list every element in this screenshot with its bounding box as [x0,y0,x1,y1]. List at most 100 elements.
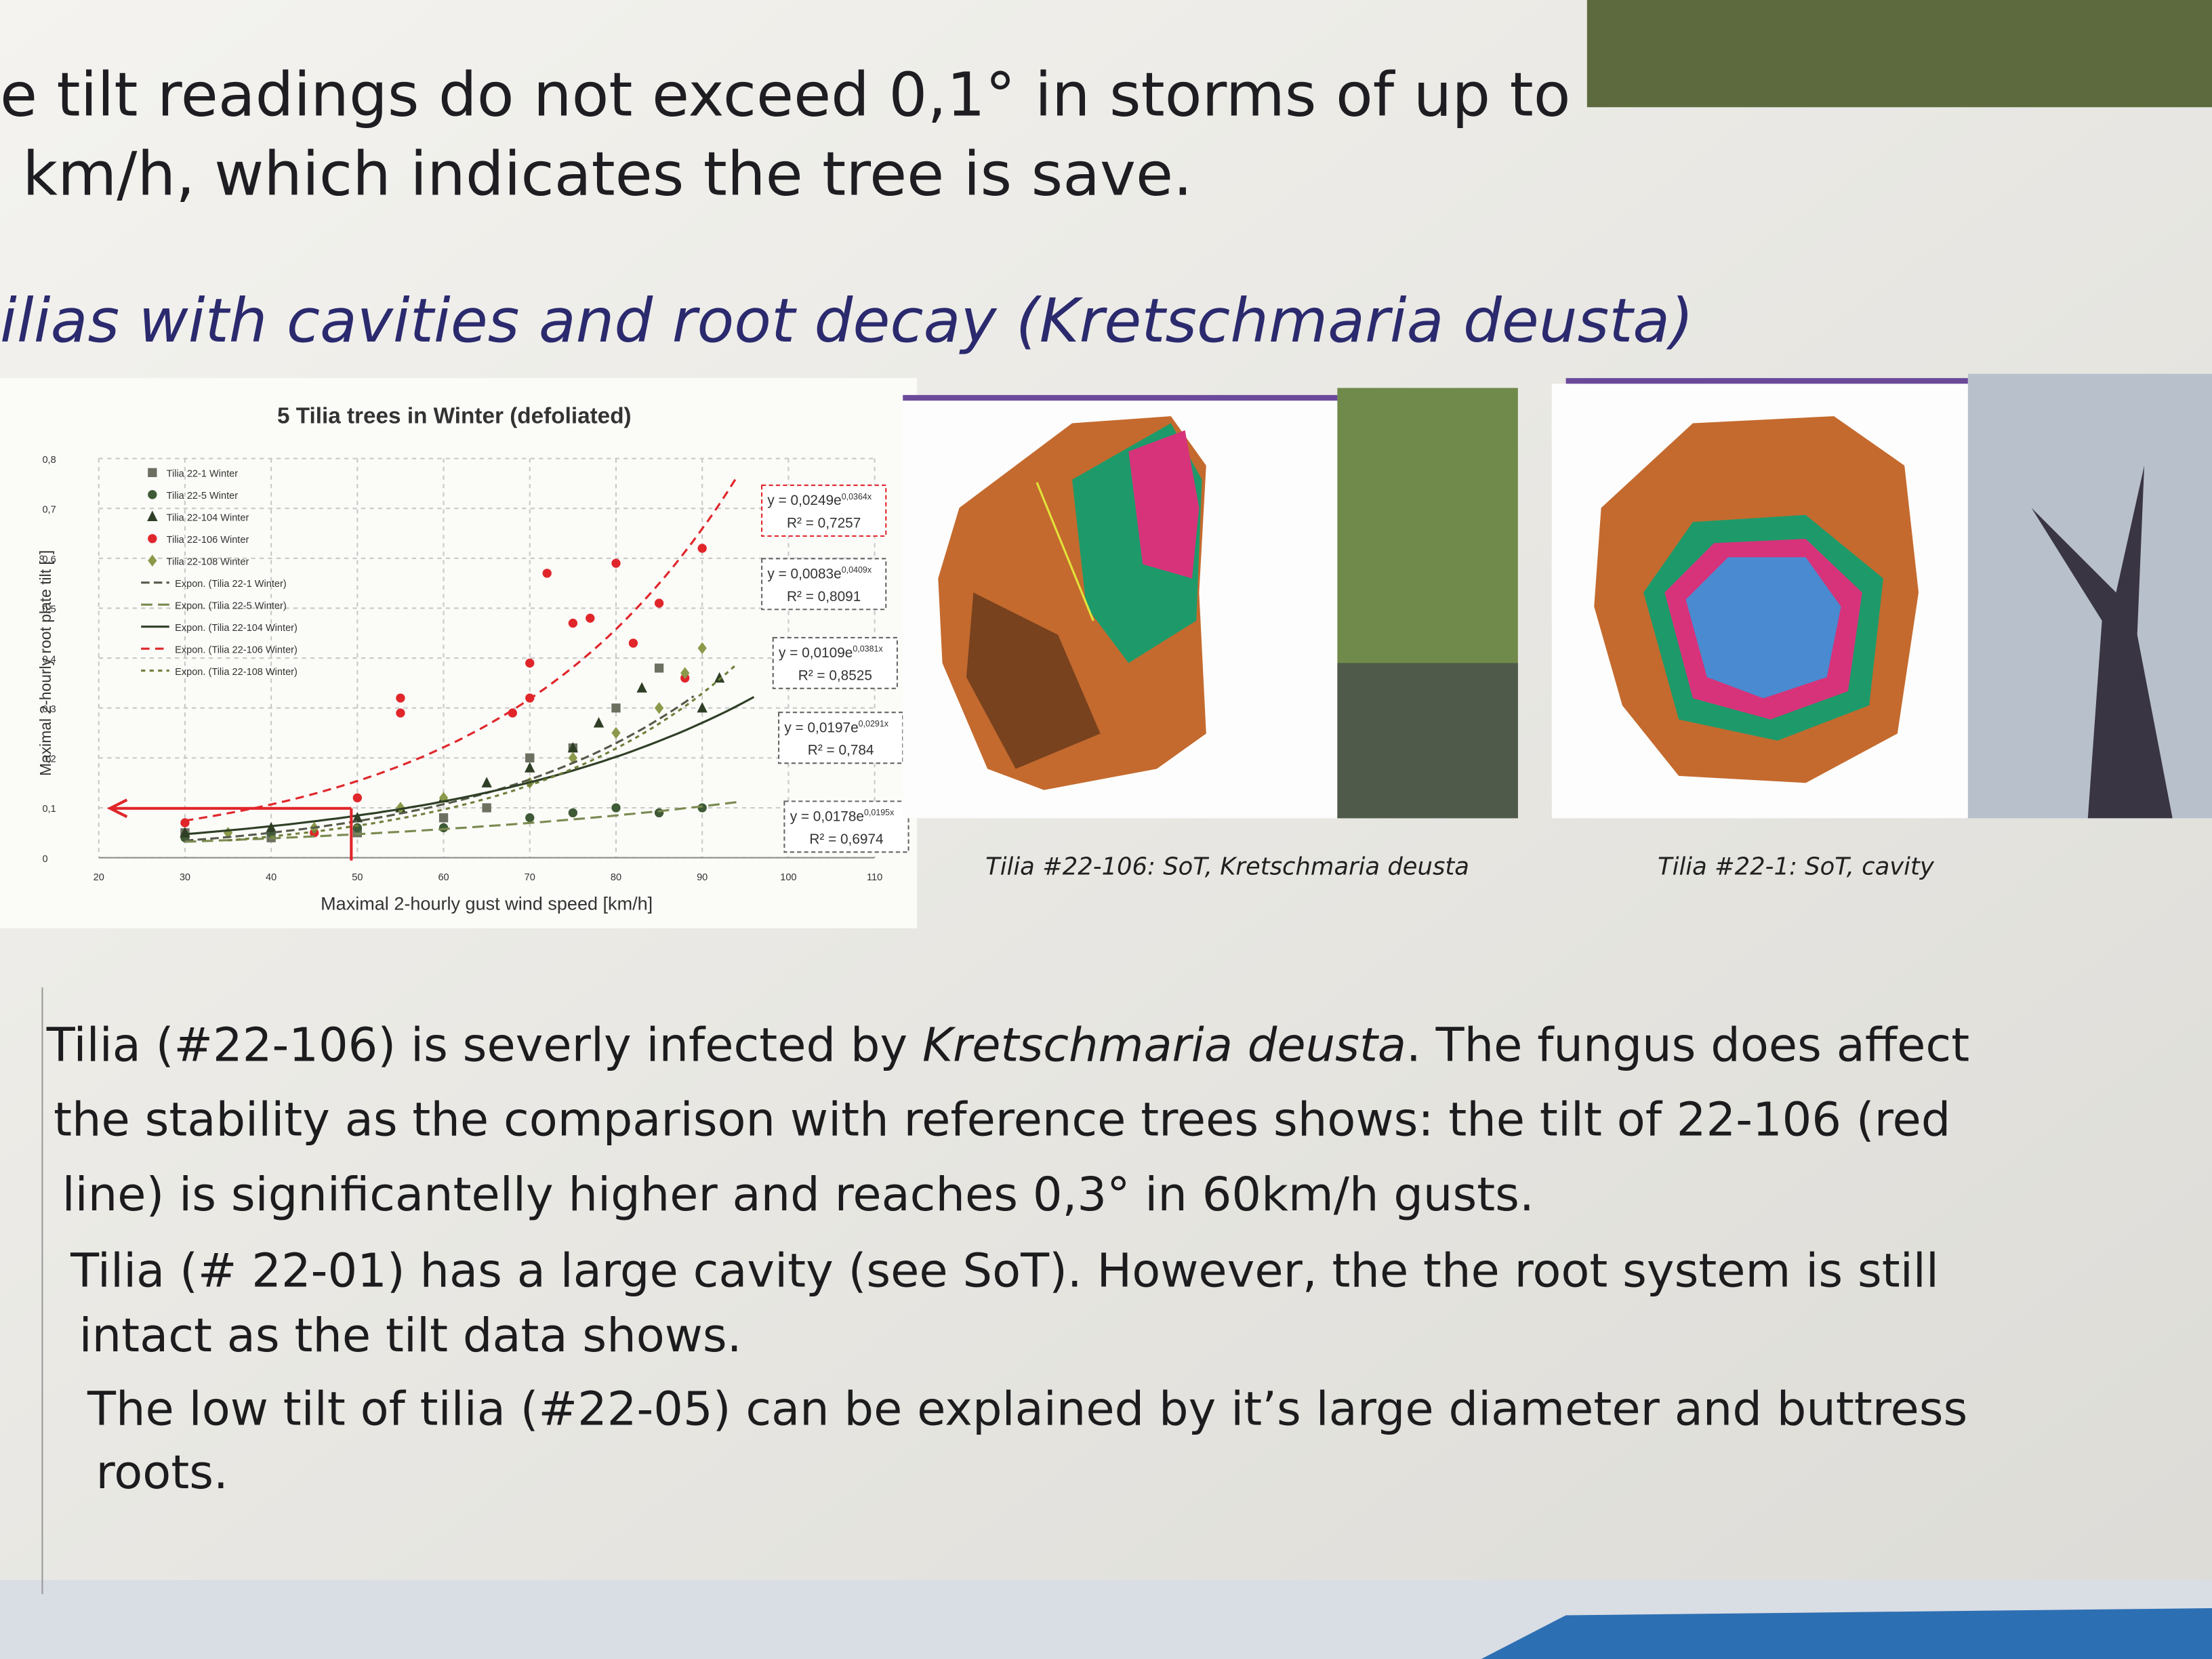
legend-label: Tilia 22-108 Winter [167,556,249,567]
y-axis-title: Maximal 2-hourly root plate tilt [°] [37,550,54,776]
point [654,808,664,818]
legend-label: Tilia 22-5 Winter [167,491,239,501]
sot-image-22-1 [1551,373,2212,819]
point [611,703,621,713]
point [697,701,708,713]
section-heading: ilias with cavities and root decay (Kret… [0,286,1694,356]
point [525,753,535,763]
intro-line: e tilt readings do not exceed 0,1° in st… [0,60,1571,131]
body-text: . The fungus does affect [1406,1018,1969,1072]
legend-label: Expon. (Tilia 22-1 Winter) [175,579,287,590]
body-line: line) is significantelly higher and reac… [62,1168,1534,1222]
point [525,813,535,823]
x-tick-label: 70 [525,872,535,883]
body-line: roots. [96,1446,228,1500]
point [438,813,449,823]
equation: y = 0,0197e0,0291x [784,719,888,735]
equation-box [761,558,887,611]
bottom-blue-bar [1481,1608,2212,1659]
y-tick-label: 0,4 [42,654,56,665]
y-tick-label: 0,2 [42,754,56,765]
point [654,663,664,673]
y-tick-label: 0,8 [42,455,56,466]
equation-exponent: 0,0364x [842,492,872,501]
equation: y = 0,0083e0,0409x [767,565,872,581]
equation-box [761,485,887,537]
point [438,792,449,804]
point [697,803,707,813]
image-caption: Tilia #22-106: SoT, Kretschmaria deusta [985,853,1469,881]
top-photo [1586,0,2212,108]
y-tick-label: 0,3 [42,704,56,715]
point [481,777,492,787]
body-text: Tilia (#22-106) is severly infected by [46,1018,922,1072]
point [628,638,638,648]
equation-box [778,712,904,764]
x-axis-title: Maximal 2-hourly gust wind speed [km/h] [321,894,653,914]
trend-lines [184,476,755,843]
x-tick-label: 30 [180,872,190,883]
equation-base: y = 0,0249e [767,493,841,508]
legend-marker [148,490,157,499]
point [611,558,621,568]
point [586,613,595,623]
x-tick-label: 80 [611,872,621,883]
trend-line [184,696,755,836]
body-line: the stability as the comparison with ref… [54,1093,1950,1147]
equation: y = 0,0109e0,0381x [779,644,883,661]
equation: y = 0,0178e0,0195x [790,808,895,824]
x-tick-label: 40 [266,872,276,883]
point [352,793,363,802]
r-squared: R² = 0,7257 [787,516,861,531]
point [567,741,579,753]
y-tick-label: 0 [42,854,47,865]
point [593,717,605,728]
legend-label: Tilia 22-104 Winter [167,513,249,524]
equation-exponent: 0,0291x [859,719,889,729]
point [352,811,363,823]
equation-exponent: 0,0195x [864,808,895,817]
r-squared: R² = 0,6974 [809,832,883,847]
legend-label: Expon. (Tilia 22-104 Winter) [175,623,298,634]
trend-line [184,476,738,822]
x-tick-label: 60 [438,872,449,883]
legend-label: Expon. (Tilia 22-108 Winter) [175,667,298,678]
trend-line [184,801,737,843]
point [697,544,707,553]
x-tick-label: 100 [780,872,796,883]
body-line: The low tilt of tilia (#22-05) can be ex… [87,1382,1967,1436]
chart-title: 5 Tilia trees in Winter (defoliated) [277,403,632,428]
legend-marker [148,534,157,544]
point [438,823,449,833]
trend-line [228,663,738,842]
equation-exponent: 0,0409x [842,565,872,575]
legend-label: Tilia 22-1 Winter [167,469,239,480]
body-line: Tilia (#22-106) is severly infected by K… [46,1018,1969,1072]
trend-line [184,695,695,842]
x-tick-label: 110 [867,872,882,883]
annotation-arrow [106,798,353,861]
equation-base: y = 0,0178e [790,809,864,825]
point [654,598,664,608]
equation: y = 0,0249e0,0364x [767,492,872,508]
legend-marker [148,468,157,478]
point [611,803,621,813]
x-tick-label: 90 [697,872,708,883]
point [714,672,725,683]
equation-base: y = 0,0197e [784,720,858,735]
body-line: Tilia (# 22-01) has a large cavity (see … [70,1244,1939,1298]
r-squared: R² = 0,8525 [798,668,872,683]
body-line: intact as the tilt data shows. [79,1309,742,1363]
species-name: Kretschmaria deusta [922,1018,1406,1072]
legend-marker [147,510,158,521]
point [568,808,578,818]
point [568,618,578,628]
equation-base: y = 0,0083e [767,566,841,581]
point [611,726,621,739]
intro-line: km/h, which indicates the tree is save. [22,139,1192,209]
y-tick-label: 0,7 [42,504,56,515]
point [525,658,535,668]
y-tick-label: 0,6 [42,554,56,565]
point [396,693,405,703]
